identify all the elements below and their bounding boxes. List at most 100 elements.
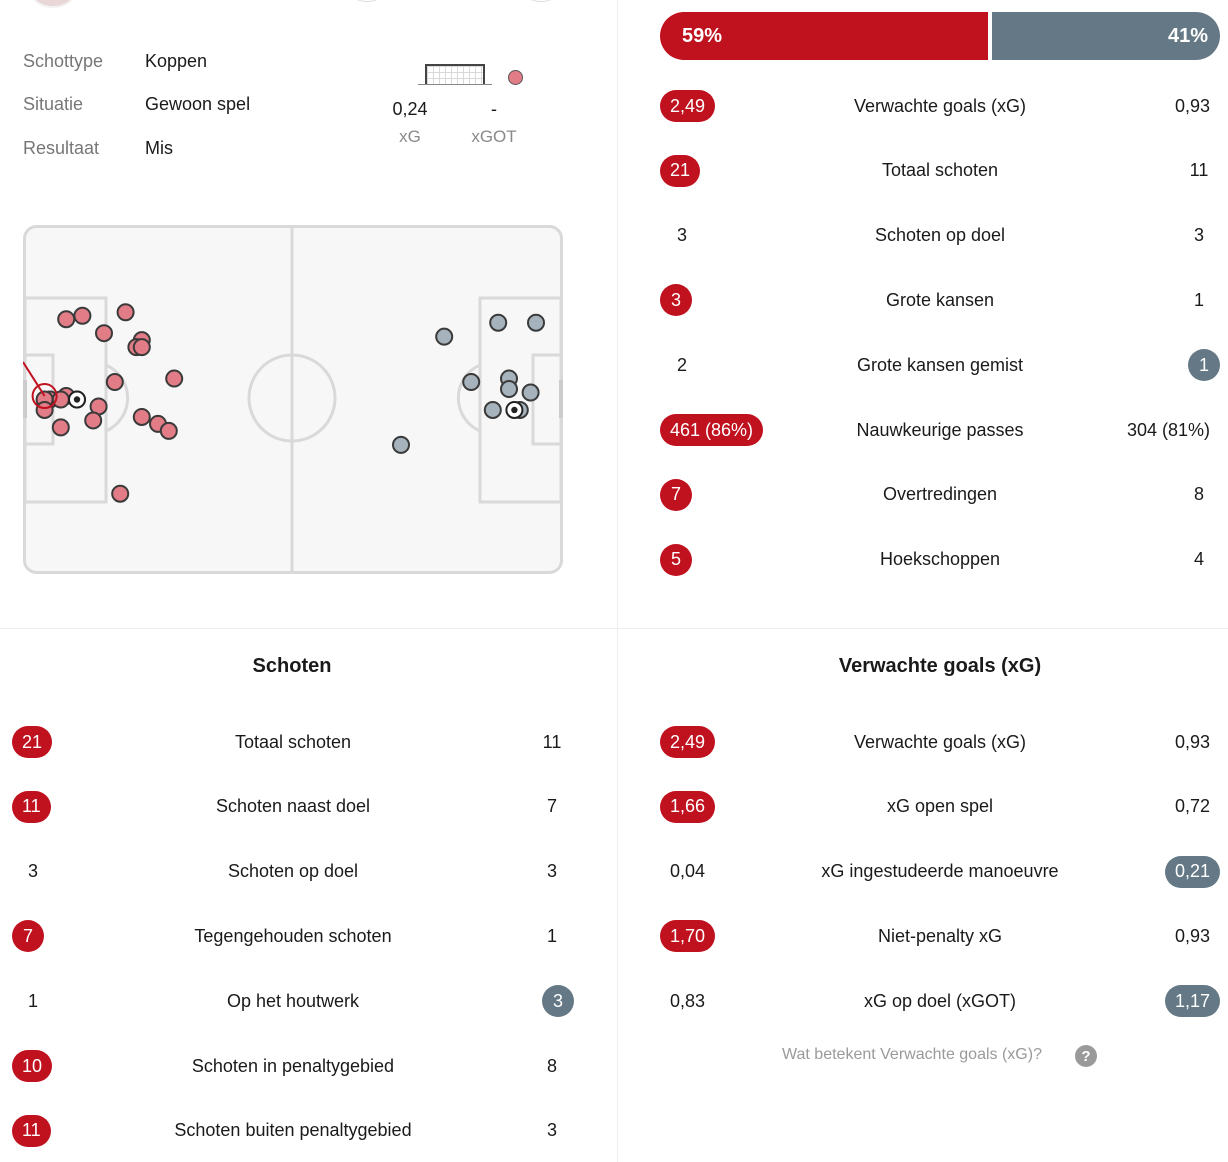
home-goal-ball-icon[interactable] bbox=[68, 390, 86, 409]
stat-label: Niet-penalty xG bbox=[877, 925, 1003, 946]
stat-home-value-wrap: 7 bbox=[660, 477, 692, 513]
away-shot-marker[interactable] bbox=[527, 313, 545, 332]
stat-home-value-wrap: 2,49 bbox=[660, 724, 716, 760]
home-shot-marker[interactable] bbox=[57, 310, 76, 329]
stat-row: Verwachte goals (xG) 2,49 0,93 bbox=[660, 724, 1220, 760]
away-shot-marker[interactable] bbox=[435, 327, 454, 346]
stat-home-value-wrap: 3 bbox=[660, 282, 692, 318]
stat-away-value: 1,17 bbox=[1164, 985, 1220, 1018]
away-shot-marker[interactable] bbox=[462, 373, 481, 392]
xg-help-link[interactable]: Wat betekent Verwachte goals (xG)? bbox=[782, 1046, 1042, 1063]
stat-away-value: 11 bbox=[542, 731, 562, 752]
stat-away-value: 3 bbox=[542, 985, 574, 1018]
xgot-label: xGOT bbox=[471, 127, 517, 146]
stat-row: Nauwkeurige passes 461 (86%) 304 (81%) bbox=[660, 412, 1220, 448]
stat-away-value-wrap: 0,93 bbox=[1175, 724, 1220, 760]
stat-home-value: 11 bbox=[12, 790, 51, 823]
home-shot-marker[interactable] bbox=[73, 306, 92, 325]
stat-home-value-wrap: 7 bbox=[12, 918, 44, 954]
stat-home-value-wrap: 3 bbox=[12, 854, 44, 890]
stat-home-value-wrap: 2 bbox=[660, 347, 692, 383]
stat-label: Totaal schoten bbox=[234, 731, 352, 752]
stat-home-value-wrap: 0,83 bbox=[660, 983, 705, 1019]
stat-away-value-wrap: 1 bbox=[1188, 282, 1220, 318]
stat-away-value: 7 bbox=[546, 796, 557, 817]
stat-row: xG ingestudeerde manoeuvre 0,04 0,21 bbox=[660, 854, 1220, 890]
stat-home-value: 3 bbox=[660, 284, 692, 317]
stat-home-value-wrap: 10 bbox=[12, 1048, 53, 1084]
stat-row: Totaal schoten 21 11 bbox=[12, 724, 574, 760]
stat-home-value: 11 bbox=[12, 1114, 51, 1147]
header-arc-decoration bbox=[526, 0, 556, 2]
stat-label: xG ingestudeerde manoeuvre bbox=[821, 861, 1059, 882]
info-label: Resultaat bbox=[23, 138, 100, 158]
stat-away-value: 304 (81%) bbox=[1126, 419, 1210, 440]
home-shot-marker[interactable] bbox=[84, 411, 103, 430]
stat-row: Grote kansen 3 1 bbox=[660, 282, 1220, 318]
header-arc-decoration bbox=[352, 0, 382, 2]
stat-home-value-wrap: 3 bbox=[660, 218, 692, 254]
stat-away-value-wrap: 4 bbox=[1188, 542, 1220, 578]
stat-label: Verwachte goals (xG) bbox=[853, 731, 1027, 752]
home-shot-marker[interactable] bbox=[132, 407, 151, 426]
goal-line bbox=[418, 84, 492, 85]
away-shot-marker[interactable] bbox=[392, 435, 410, 454]
stat-away-value-wrap: 1 bbox=[542, 918, 574, 954]
stat-row: xG op doel (xGOT) 0,83 1,17 bbox=[660, 983, 1220, 1019]
home-shot-marker[interactable] bbox=[111, 484, 130, 503]
stat-home-value: 1 bbox=[27, 990, 38, 1011]
stat-home-value-wrap: 0,04 bbox=[660, 854, 705, 890]
stat-label: Grote kansen gemist bbox=[856, 354, 1024, 375]
away-shot-marker[interactable] bbox=[500, 380, 518, 399]
stat-away-value: 8 bbox=[546, 1055, 557, 1076]
stat-away-value: 8 bbox=[1193, 484, 1204, 505]
stat-home-value: 0,83 bbox=[670, 990, 706, 1011]
stat-home-value: 5 bbox=[660, 543, 692, 576]
stat-row: Schoten naast doel 11 7 bbox=[12, 789, 574, 825]
stat-away-value-wrap: 1,17 bbox=[1164, 983, 1220, 1019]
possession-away: 41% bbox=[992, 12, 1220, 60]
home-shot-marker[interactable] bbox=[132, 338, 151, 357]
stat-row: Verwachte goals (xG) 2,49 0,93 bbox=[660, 88, 1220, 124]
home-shot-marker[interactable] bbox=[51, 418, 70, 437]
stat-row: Schoten op doel 3 3 bbox=[12, 854, 574, 890]
stat-label: Hoekschoppen bbox=[879, 549, 1001, 570]
away-shot-marker[interactable] bbox=[521, 383, 540, 402]
help-icon[interactable]: ? bbox=[1075, 1045, 1097, 1067]
stat-home-value-wrap: 11 bbox=[12, 1113, 51, 1149]
stat-home-value: 1,70 bbox=[660, 920, 716, 953]
stat-row: Totaal schoten 21 11 bbox=[660, 153, 1220, 189]
away-goal-ball-icon[interactable] bbox=[505, 400, 524, 419]
home-shot-marker[interactable] bbox=[95, 324, 113, 343]
away-shot-marker[interactable] bbox=[483, 400, 502, 419]
stat-away-value-wrap: 304 (81%) bbox=[1127, 412, 1220, 448]
home-shot-marker[interactable] bbox=[159, 421, 178, 440]
stat-away-value-wrap: 3 bbox=[542, 1113, 574, 1149]
stat-away-value-wrap: 3 bbox=[542, 983, 574, 1019]
stat-away-value: 0,93 bbox=[1174, 95, 1210, 116]
stat-away-value-wrap: 3 bbox=[1188, 218, 1220, 254]
stat-away-value-wrap: 11 bbox=[1188, 153, 1220, 189]
stat-home-value-wrap: 1,66 bbox=[660, 789, 716, 825]
stat-label: Grote kansen bbox=[885, 289, 995, 310]
home-shot-marker[interactable] bbox=[116, 303, 135, 322]
stat-label: Tegengehouden schoten bbox=[194, 925, 392, 946]
stat-row: xG open spel 1,66 0,72 bbox=[660, 789, 1220, 825]
stat-row: Schoten in penaltygebied 10 8 bbox=[12, 1048, 574, 1084]
stat-label: Schoten naast doel bbox=[215, 796, 371, 817]
stat-home-value: 1,66 bbox=[660, 790, 716, 823]
stat-away-value-wrap: 8 bbox=[542, 1048, 574, 1084]
stat-label: Op het houtwerk bbox=[226, 990, 360, 1011]
goal-frame-icon bbox=[425, 64, 485, 84]
stat-label: Nauwkeurige passes bbox=[856, 419, 1024, 440]
home-shot-marker[interactable] bbox=[35, 400, 54, 419]
stat-away-value-wrap: 0,72 bbox=[1175, 789, 1220, 825]
stat-away-value: 11 bbox=[1189, 160, 1209, 181]
stat-away-value-wrap: 7 bbox=[542, 789, 574, 825]
stat-label: Schoten in penaltygebied bbox=[191, 1055, 395, 1076]
home-shot-marker[interactable] bbox=[165, 369, 184, 388]
away-shot-marker[interactable] bbox=[489, 313, 508, 332]
home-shot-marker[interactable] bbox=[105, 373, 124, 392]
stat-home-value: 3 bbox=[27, 861, 38, 882]
stat-label: Overtredingen bbox=[882, 484, 998, 505]
